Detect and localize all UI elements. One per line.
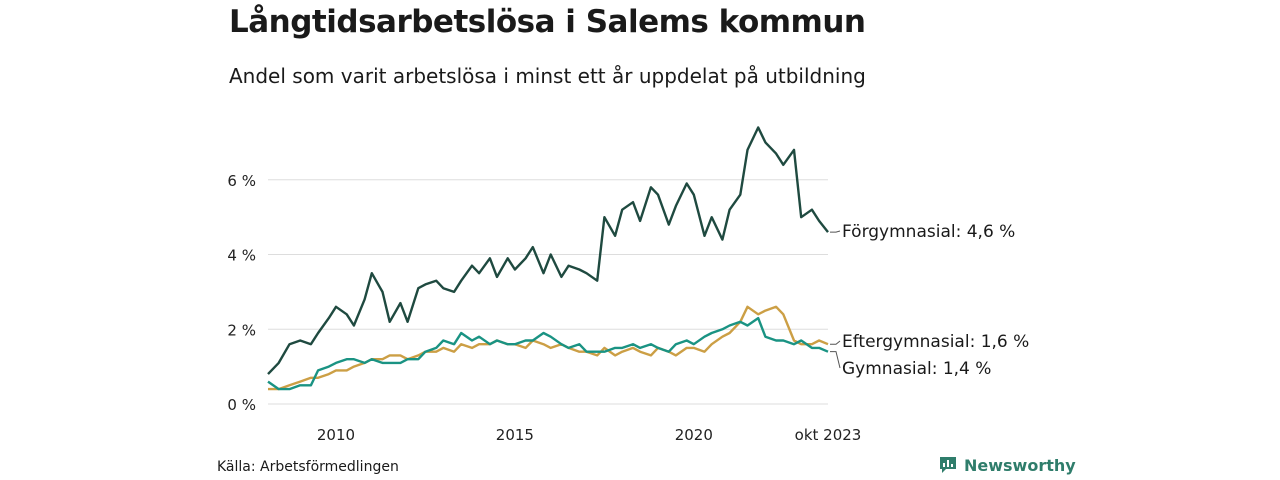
end-label-connector [830, 351, 841, 369]
series-line-eftergymnasial [268, 305, 829, 391]
series-line-gymnasial [267, 316, 829, 391]
y-tick-label: 2 % [227, 321, 256, 339]
x-tick-label: 2015 [496, 426, 534, 444]
end-label-connector [830, 230, 841, 233]
series-line-förgymnasial [267, 126, 829, 375]
x-tick-label: okt 2023 [795, 426, 862, 444]
chart-title: Långtidsarbetslösa i Salems kommun [229, 4, 866, 40]
end-label-eftergymnasial: Eftergymnasial: 1,6 % [842, 332, 1029, 352]
y-tick-label: 4 % [227, 247, 256, 265]
end-label-connector [830, 340, 841, 345]
newsworthy-logo-icon [940, 457, 956, 473]
brand-logo: Newsworthy [938, 455, 1076, 475]
y-tick-label: 6 % [227, 172, 256, 190]
x-tick-label: 2010 [317, 426, 355, 444]
brand-name: Newsworthy [964, 455, 1076, 475]
line-chart: 0 % 2 % 4 % 6 % 2010 2015 2020 okt 2023 Förgymna… [227, 126, 1029, 444]
end-label-förgymnasial: Förgymnasial: 4,6 % [842, 222, 1015, 242]
chart-subtitle: Andel som varit arbetslösa i minst ett å… [229, 64, 866, 88]
x-tick-label: 2020 [675, 426, 713, 444]
source-note: Källa: Arbetsförmedlingen [217, 459, 399, 475]
end-label-gymnasial: Gymnasial: 1,4 % [842, 359, 991, 379]
y-tick-label: 0 % [227, 396, 256, 414]
